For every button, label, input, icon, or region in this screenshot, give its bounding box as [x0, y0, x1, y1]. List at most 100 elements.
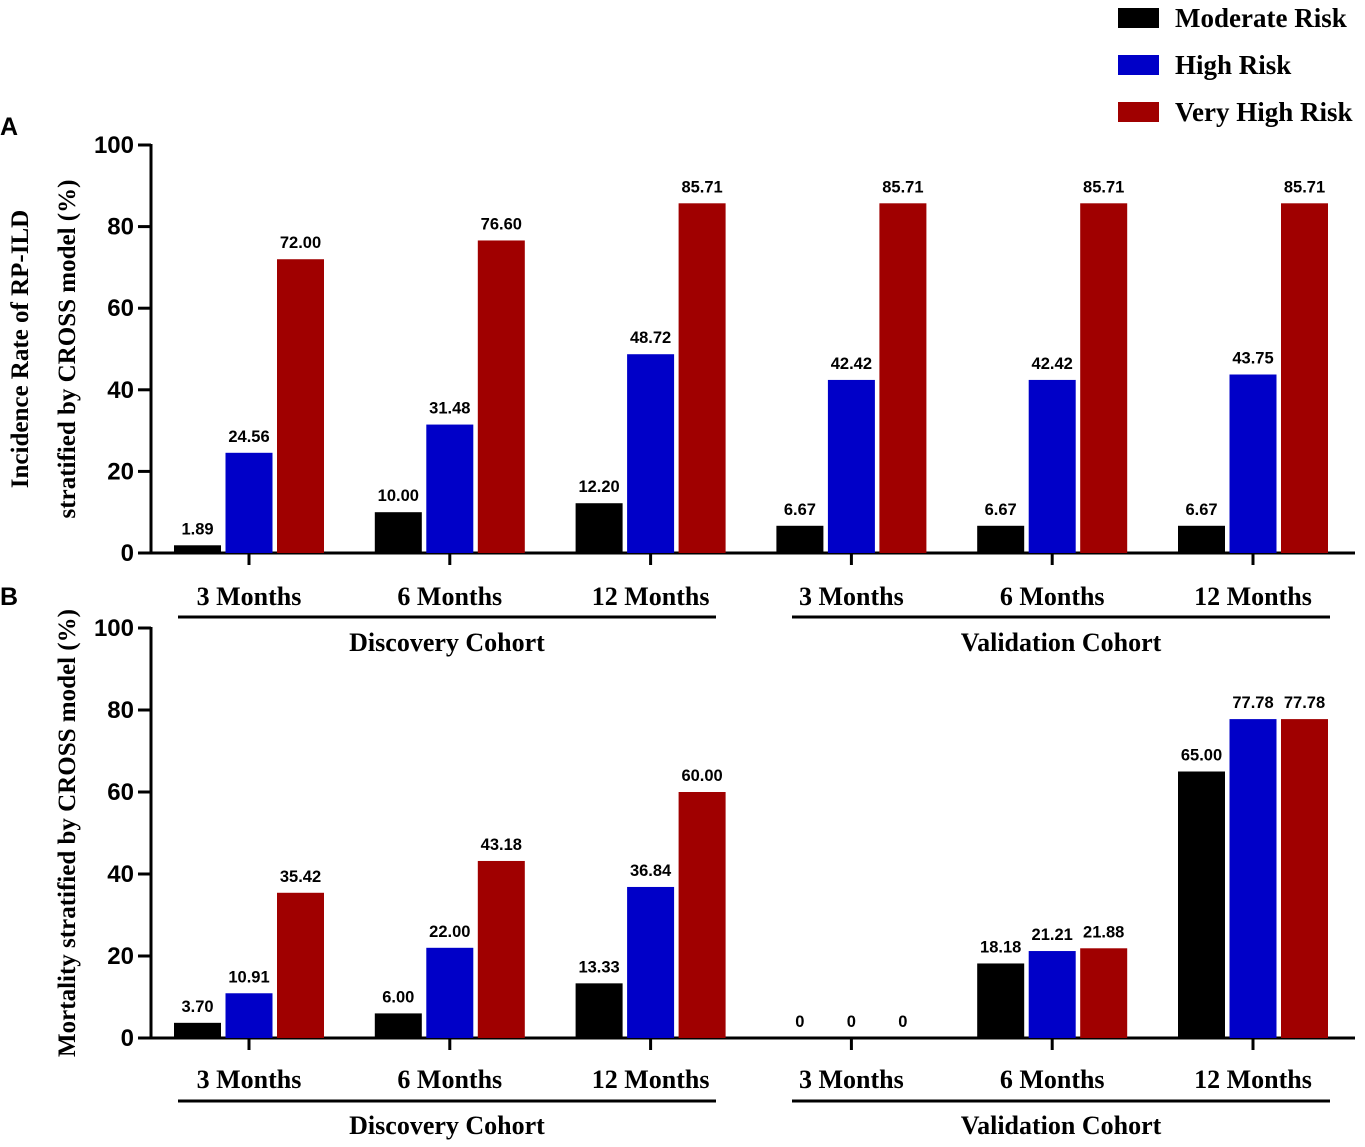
y-axis-title-1: Mortality stratified by CROSS model (%) — [54, 609, 81, 1057]
y-tick-label-1-40: 40 — [107, 861, 134, 888]
data-label-0-0-0: 1.89 — [181, 520, 213, 538]
cohort-label-0-1: Validation Cohort — [961, 628, 1162, 657]
bar-0-0-1 — [225, 452, 273, 553]
bar-0-4-1 — [1028, 379, 1076, 553]
category-label-0-2: 12 Months — [592, 582, 710, 611]
bar-0-4-0 — [977, 525, 1025, 553]
data-label-0-4-1: 42.42 — [1032, 355, 1073, 373]
category-label-0-0: 3 Months — [197, 582, 302, 611]
bar-1-4-2 — [1080, 948, 1128, 1038]
bar-0-0-2 — [277, 259, 324, 553]
bar-1-0-2 — [277, 892, 324, 1038]
category-label-1-2: 12 Months — [592, 1065, 710, 1094]
bar-0-5-2 — [1281, 203, 1328, 553]
data-label-1-2-0: 13.33 — [578, 958, 619, 976]
data-label-0-1-0: 10.00 — [378, 487, 419, 505]
bar-1-0-0 — [174, 1022, 221, 1038]
bar-0-5-1 — [1229, 374, 1277, 553]
y-tick-label-0-100: 100 — [94, 132, 134, 159]
bar-0-1-2 — [477, 240, 525, 554]
bar-0-3-2 — [879, 203, 927, 553]
bar-1-5-1 — [1229, 719, 1277, 1038]
legend-label-2: Very High Risk — [1175, 97, 1353, 127]
data-label-0-3-0: 6.67 — [784, 501, 816, 519]
data-label-1-3-2: 0 — [898, 1013, 907, 1031]
bar-1-1-1 — [426, 947, 474, 1038]
bar-1-0-1 — [225, 993, 273, 1038]
data-label-0-5-0: 6.67 — [1185, 501, 1217, 519]
bar-1-5-0 — [1178, 771, 1225, 1038]
data-label-0-5-2: 85.71 — [1284, 178, 1325, 196]
y-tick-label-0-40: 40 — [107, 377, 134, 404]
category-label-1-5: 12 Months — [1194, 1065, 1312, 1094]
panel-letter-b: B — [0, 583, 18, 611]
cohort-label-1-0: Discovery Cohort — [349, 1111, 545, 1140]
data-label-1-0-1: 10.91 — [228, 968, 269, 986]
y-tick-label-1-80: 80 — [107, 697, 134, 724]
cohort-label-0-0: Discovery Cohort — [349, 628, 545, 657]
data-label-1-5-1: 77.78 — [1232, 694, 1273, 712]
category-label-1-0: 3 Months — [197, 1065, 302, 1094]
bar-0-1-0 — [374, 512, 422, 553]
data-label-1-5-0: 65.00 — [1181, 747, 1222, 765]
bar-1-2-1 — [627, 886, 675, 1038]
y-tick-label-0-0: 0 — [121, 540, 134, 567]
y-tick-label-0-60: 60 — [107, 295, 134, 322]
data-label-1-0-2: 35.42 — [280, 868, 321, 886]
cohort-label-1-1: Validation Cohort — [961, 1111, 1162, 1140]
bar-0-5-0 — [1178, 525, 1225, 553]
data-label-0-2-2: 85.71 — [681, 178, 722, 196]
data-label-0-2-0: 12.20 — [578, 478, 619, 496]
legend-swatch-2 — [1118, 102, 1159, 122]
data-label-1-1-0: 6.00 — [382, 988, 414, 1006]
data-label-0-2-1: 48.72 — [630, 329, 671, 347]
legend-swatch-0 — [1118, 8, 1159, 28]
y-tick-label-1-60: 60 — [107, 779, 134, 806]
y-axis-title-0: Incidence Rate of RP-ILD — [7, 210, 34, 488]
data-label-0-3-1: 42.42 — [831, 355, 872, 373]
legend-swatch-1 — [1118, 55, 1159, 75]
data-label-0-4-0: 6.67 — [985, 501, 1017, 519]
bar-1-5-2 — [1281, 719, 1328, 1038]
data-label-1-4-1: 21.21 — [1032, 926, 1073, 944]
data-label-1-1-1: 22.00 — [429, 923, 470, 941]
y-tick-label-1-100: 100 — [94, 615, 134, 642]
bar-1-1-0 — [374, 1013, 422, 1038]
data-label-1-1-2: 43.18 — [481, 836, 522, 854]
category-label-0-1: 6 Months — [397, 582, 502, 611]
data-label-1-3-1: 0 — [847, 1013, 856, 1031]
category-label-1-3: 3 Months — [799, 1065, 904, 1094]
bar-0-0-0 — [174, 545, 221, 553]
y-tick-label-0-20: 20 — [107, 458, 134, 485]
data-label-0-1-2: 76.60 — [481, 215, 522, 233]
category-label-0-3: 3 Months — [799, 582, 904, 611]
data-label-1-2-1: 36.84 — [630, 862, 672, 880]
bar-1-2-2 — [678, 792, 726, 1038]
legend-label-0: Moderate Risk — [1175, 3, 1347, 33]
category-label-1-4: 6 Months — [1000, 1065, 1105, 1094]
bar-0-2-0 — [575, 503, 623, 553]
data-label-1-4-2: 21.88 — [1083, 923, 1124, 941]
data-label-0-3-2: 85.71 — [882, 178, 923, 196]
bar-0-2-1 — [627, 354, 675, 553]
bar-0-2-2 — [678, 203, 726, 553]
y-tick-label-1-20: 20 — [107, 943, 134, 970]
data-label-0-5-1: 43.75 — [1232, 350, 1273, 368]
bar-0-1-1 — [426, 424, 474, 553]
bar-1-2-0 — [575, 983, 623, 1038]
bar-0-3-1 — [827, 379, 875, 553]
bar-1-4-1 — [1028, 951, 1076, 1038]
y-tick-label-0-80: 80 — [107, 214, 134, 241]
data-label-1-5-2: 77.78 — [1284, 694, 1325, 712]
data-label-0-0-2: 72.00 — [280, 234, 321, 252]
data-label-0-4-2: 85.71 — [1083, 178, 1124, 196]
bar-0-4-2 — [1080, 203, 1128, 553]
data-label-0-0-1: 24.56 — [228, 428, 269, 446]
category-label-0-4: 6 Months — [1000, 582, 1105, 611]
data-label-1-2-2: 60.00 — [681, 767, 722, 785]
category-label-0-5: 12 Months — [1194, 582, 1312, 611]
bar-1-4-0 — [977, 963, 1025, 1038]
data-label-1-3-0: 0 — [795, 1013, 804, 1031]
panel-letter-a: A — [0, 113, 18, 141]
